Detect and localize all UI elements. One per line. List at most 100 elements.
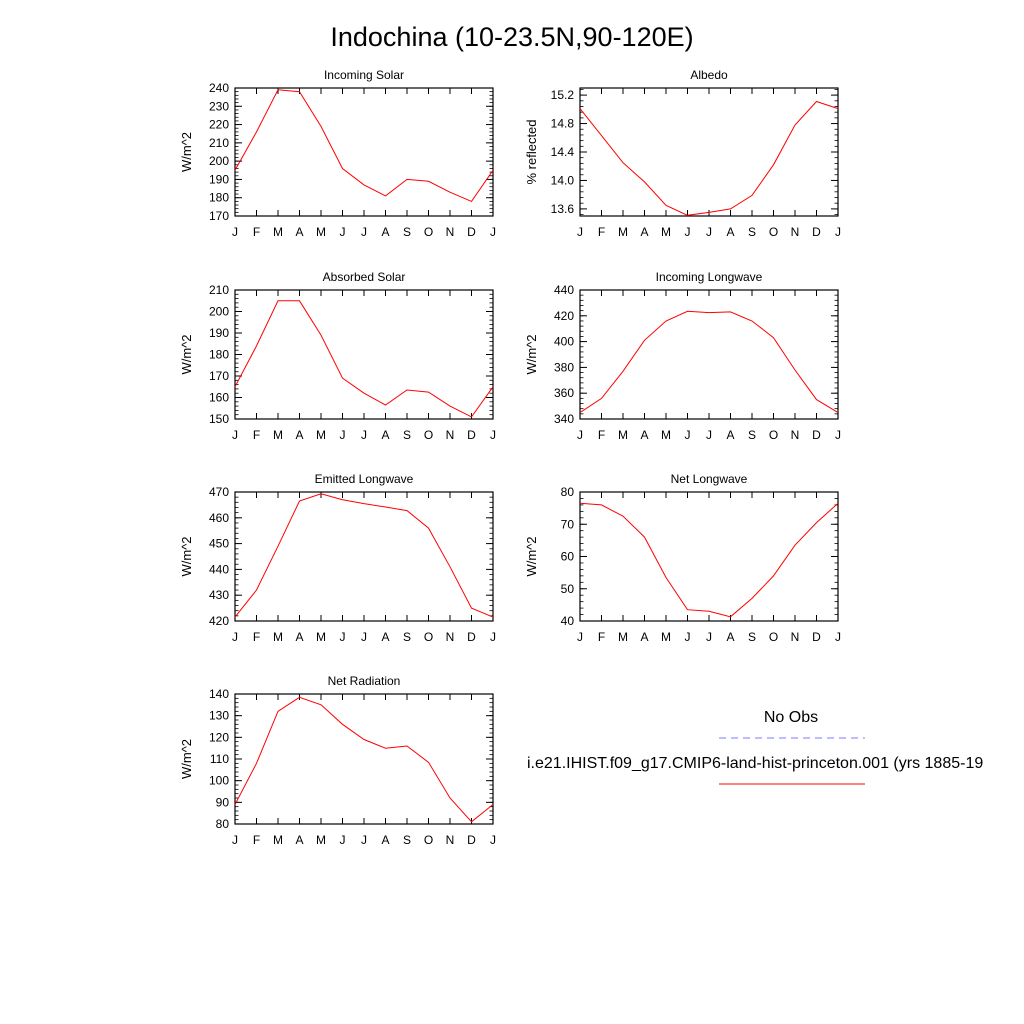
x-tick-label: F <box>253 225 260 239</box>
y-tick-label: 80 <box>216 817 230 831</box>
y-tick-label: 90 <box>216 795 230 809</box>
y-tick-label: 360 <box>554 386 574 400</box>
x-tick-label: J <box>577 630 583 644</box>
x-tick-label: D <box>467 833 476 847</box>
y-tick-label: 450 <box>209 537 229 551</box>
x-tick-label: S <box>403 225 411 239</box>
panel-title: Emitted Longwave <box>315 472 414 486</box>
x-tick-label: J <box>361 428 367 442</box>
x-tick-label: O <box>424 630 433 644</box>
x-tick-label: J <box>490 428 496 442</box>
y-axis-label: W/m^2 <box>179 739 194 779</box>
y-tick-label: 14.0 <box>551 173 575 187</box>
x-tick-label: F <box>253 428 260 442</box>
series-line <box>234 89 494 203</box>
x-tick-label: S <box>403 630 411 644</box>
x-tick-label: J <box>490 630 496 644</box>
x-tick-label: N <box>446 833 455 847</box>
x-tick-label: M <box>618 225 628 239</box>
y-tick-label: 400 <box>554 335 574 349</box>
x-tick-label: M <box>618 630 628 644</box>
x-tick-label: F <box>253 630 260 644</box>
x-tick-label: J <box>340 428 346 442</box>
x-tick-label: M <box>273 225 283 239</box>
x-tick-label: A <box>381 833 389 847</box>
y-axis-label: W/m^2 <box>524 334 539 374</box>
x-tick-label: M <box>273 428 283 442</box>
y-tick-label: 340 <box>554 412 574 426</box>
x-tick-label: M <box>273 833 283 847</box>
x-tick-label: F <box>598 225 605 239</box>
x-tick-label: S <box>748 630 756 644</box>
y-tick-label: 170 <box>209 369 229 383</box>
y-tick-label: 14.8 <box>551 117 575 131</box>
x-tick-label: M <box>316 225 326 239</box>
y-tick-label: 190 <box>209 172 229 186</box>
y-tick-label: 15.2 <box>551 88 575 102</box>
y-tick-label: 180 <box>209 191 229 205</box>
x-tick-label: M <box>618 428 628 442</box>
x-tick-label: N <box>446 630 455 644</box>
y-tick-label: 210 <box>209 283 229 297</box>
y-axis-label: % reflected <box>524 119 539 184</box>
x-tick-label: S <box>748 428 756 442</box>
y-tick-label: 460 <box>209 511 229 525</box>
x-tick-label: D <box>812 630 821 644</box>
x-tick-label: D <box>467 630 476 644</box>
plot-frame <box>579 87 839 217</box>
series-line <box>234 493 494 618</box>
panel-title: Net Longwave <box>671 472 748 486</box>
x-tick-label: J <box>835 225 841 239</box>
series-line <box>234 300 494 418</box>
x-tick-label: J <box>835 630 841 644</box>
y-tick-label: 40 <box>561 614 575 628</box>
y-tick-label: 140 <box>209 687 229 701</box>
x-tick-label: M <box>661 225 671 239</box>
x-tick-label: M <box>661 428 671 442</box>
x-tick-label: F <box>253 833 260 847</box>
y-tick-label: 13.6 <box>551 202 575 216</box>
x-tick-label: M <box>316 833 326 847</box>
plot-frame <box>579 289 839 420</box>
x-tick-label: J <box>361 833 367 847</box>
x-tick-label: A <box>295 630 303 644</box>
legend: No Obs i.e21.IHIST.f09_g17.CMIP6-land-hi… <box>527 709 983 785</box>
x-tick-label: A <box>640 225 648 239</box>
x-tick-label: A <box>381 630 389 644</box>
x-tick-label: J <box>835 428 841 442</box>
x-tick-label: A <box>295 833 303 847</box>
x-tick-label: A <box>295 225 303 239</box>
x-tick-label: A <box>726 225 734 239</box>
x-tick-label: N <box>446 225 455 239</box>
x-tick-label: D <box>467 225 476 239</box>
x-tick-label: J <box>685 225 691 239</box>
y-tick-label: 160 <box>209 391 229 405</box>
y-tick-label: 200 <box>209 305 229 319</box>
x-tick-label: A <box>381 225 389 239</box>
x-tick-label: A <box>381 428 389 442</box>
x-tick-label: D <box>812 225 821 239</box>
y-axis-label: W/m^2 <box>179 334 194 374</box>
series-line <box>579 310 839 414</box>
y-tick-label: 150 <box>209 412 229 426</box>
y-tick-label: 180 <box>209 348 229 362</box>
x-tick-label: J <box>340 833 346 847</box>
y-tick-label: 60 <box>561 550 575 564</box>
x-tick-label: F <box>598 428 605 442</box>
x-tick-label: J <box>706 630 712 644</box>
x-tick-label: A <box>640 428 648 442</box>
x-tick-label: J <box>577 428 583 442</box>
x-tick-label: J <box>361 225 367 239</box>
y-tick-label: 110 <box>210 752 229 766</box>
y-tick-label: 80 <box>561 485 575 499</box>
x-tick-label: J <box>232 428 238 442</box>
x-tick-label: D <box>467 428 476 442</box>
panel-title: Net Radiation <box>328 674 401 688</box>
x-tick-label: S <box>403 833 411 847</box>
